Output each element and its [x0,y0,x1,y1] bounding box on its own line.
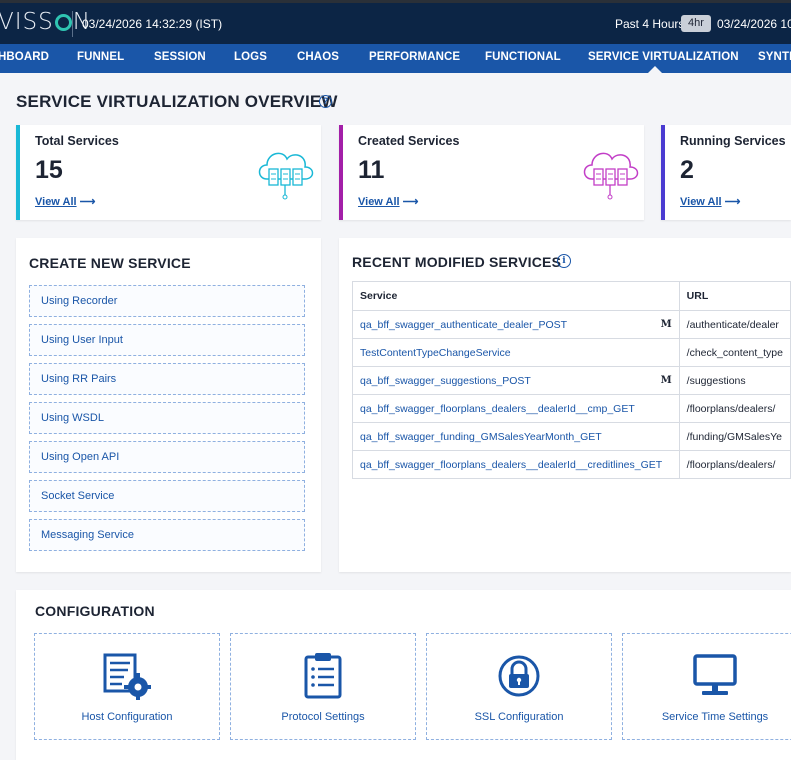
arrow-right-icon: ⟶ [724,196,741,208]
table-row: TestContentTypeChangeService /check_cont… [352,338,791,367]
url-cell: /funding/GMSalesYe [678,422,791,451]
table-row: qa_bff_swagger_floorplans_dealers__deale… [352,394,791,423]
page-title: SERVICE VIRTUALIZATION OVERVIEW [16,92,338,111]
main-nav: HBOARD FUNNEL SESSION LOGS CHAOS PERFORM… [0,44,791,73]
view-all-label: View All [35,196,77,208]
create-socket-service[interactable]: Socket Service [29,480,305,512]
nav-chaos[interactable]: CHAOS [297,51,340,63]
host-config-gear-icon [103,653,151,700]
create-using-open-api[interactable]: Using Open API [29,441,305,473]
url-cell: /authenticate/dealer [678,310,791,339]
service-name[interactable]: qa_bff_swagger_funding_GMSalesYearMonth_… [360,430,602,443]
stat-value: 15 [35,156,63,184]
service-cell[interactable]: TestContentTypeChangeService [352,338,680,367]
nav-session[interactable]: SESSION [154,51,206,63]
create-using-recorder[interactable]: Using Recorder [29,285,305,317]
stat-title: Total Services [35,134,119,148]
config-label: SSL Configuration [474,711,564,723]
view-all-label: View All [358,196,400,208]
active-tab-indicator [648,66,662,73]
time-range-label[interactable]: Past 4 Hours [615,17,685,31]
create-using-rr-pairs[interactable]: Using RR Pairs [29,363,305,395]
service-name[interactable]: qa_bff_swagger_suggestions_POST [360,374,531,387]
recent-services-title: RECENT MODIFIED SERVICES [352,254,562,270]
clipboard-list-icon [304,653,342,699]
service-cell[interactable]: qa_bff_swagger_floorplans_dealers__deale… [352,450,680,479]
config-card-protocol[interactable]: Protocol Settings [230,633,416,740]
nav-functional[interactable]: FUNCTIONAL [485,51,561,63]
stat-accent-bar [16,125,20,220]
url-cell: /floorplans/dealers/ [678,450,791,479]
monitor-icon [693,654,737,695]
nav-logs[interactable]: LOGS [234,51,267,63]
create-using-user-input[interactable]: Using User Input [29,324,305,356]
view-all-link[interactable]: View All ⟶ [358,195,418,208]
info-icon[interactable]: i [557,254,571,268]
service-cell[interactable]: qa_bff_swagger_floorplans_dealers__deale… [352,394,680,423]
recent-services-table: Service URL qa_bff_swagger_authenticate_… [352,281,791,479]
stat-title: Created Services [358,134,460,148]
view-all-link[interactable]: View All ⟶ [680,195,740,208]
config-card-service-time[interactable]: Service Time Settings [622,633,791,740]
table-row: qa_bff_swagger_authenticate_dealer_POST M… [352,310,791,339]
nav-dashboard[interactable]: HBOARD [0,51,50,63]
help-circle-icon[interactable]: ? [319,95,332,108]
service-cell[interactable]: qa_bff_swagger_funding_GMSalesYearMonth_… [352,422,680,451]
stat-card-total: Total Services 15 View All ⟶ [16,125,321,220]
create-using-wsdl[interactable]: Using WSDL [29,402,305,434]
url-cell: /check_content_type [678,338,791,367]
modified-mark: M [660,319,672,330]
lock-icon [498,655,540,697]
config-card-host[interactable]: Host Configuration [34,633,220,740]
view-all-link[interactable]: View All ⟶ [35,195,95,208]
cloud-server-icon [258,152,314,200]
config-label: Service Time Settings [661,711,769,723]
config-card-ssl[interactable]: SSL Configuration [426,633,612,740]
service-cell[interactable]: qa_bff_swagger_suggestions_POST M [352,366,680,395]
service-name[interactable]: qa_bff_swagger_floorplans_dealers__deale… [360,402,635,415]
modified-mark: M [660,375,672,386]
create-service-title: CREATE NEW SERVICE [29,255,191,271]
service-name[interactable]: TestContentTypeChangeService [360,346,511,359]
current-datetime: 03/24/2026 14:32:29 (IST) [82,17,223,31]
table-header-row: Service URL [352,281,791,311]
stat-value: 11 [358,156,385,184]
stat-card-created: Created Services 11 View All ⟶ [339,125,644,220]
url-cell: /floorplans/dealers/ [678,394,791,423]
nav-funnel[interactable]: FUNNEL [77,51,125,63]
table-row: qa_bff_swagger_funding_GMSalesYearMonth_… [352,422,791,451]
service-name[interactable]: qa_bff_swagger_authenticate_dealer_POST [360,318,568,331]
arrow-right-icon: ⟶ [79,196,96,208]
service-name[interactable]: qa_bff_swagger_floorplans_dealers__deale… [360,458,663,471]
column-header-service: Service [352,281,680,311]
time-range-end: 03/24/2026 10:32 [717,17,791,31]
config-label: Host Configuration [81,711,173,723]
stat-card-running: Running Services 2 View All ⟶ [661,125,791,220]
nav-performance[interactable]: PERFORMANCE [369,51,461,63]
stat-title: Running Services [680,134,786,148]
config-label: Protocol Settings [281,711,365,723]
create-messaging-service[interactable]: Messaging Service [29,519,305,551]
stat-value: 2 [680,156,694,184]
time-range-badge[interactable]: 4hr [681,15,711,32]
stat-accent-bar [661,125,665,220]
header-divider [72,11,73,37]
nav-service-virtualization[interactable]: SERVICE VIRTUALIZATION [588,51,739,63]
cloud-server-icon [583,152,639,200]
app-logo[interactable]: VISS N [0,9,91,35]
stat-accent-bar [339,125,343,220]
top-header: VISS N 03/24/2026 14:32:29 (IST) Past 4 H… [0,0,791,44]
url-cell: /suggestions [678,366,791,395]
view-all-label: View All [680,196,722,208]
service-cell[interactable]: qa_bff_swagger_authenticate_dealer_POST M [352,310,680,339]
table-row: qa_bff_swagger_suggestions_POST M /sugges… [352,366,791,395]
column-header-url: URL [678,281,791,311]
table-row: qa_bff_swagger_floorplans_dealers__deale… [352,450,791,479]
nav-synthetic[interactable]: SYNTH [758,51,791,63]
arrow-right-icon: ⟶ [402,196,419,208]
configuration-title: CONFIGURATION [35,603,155,619]
